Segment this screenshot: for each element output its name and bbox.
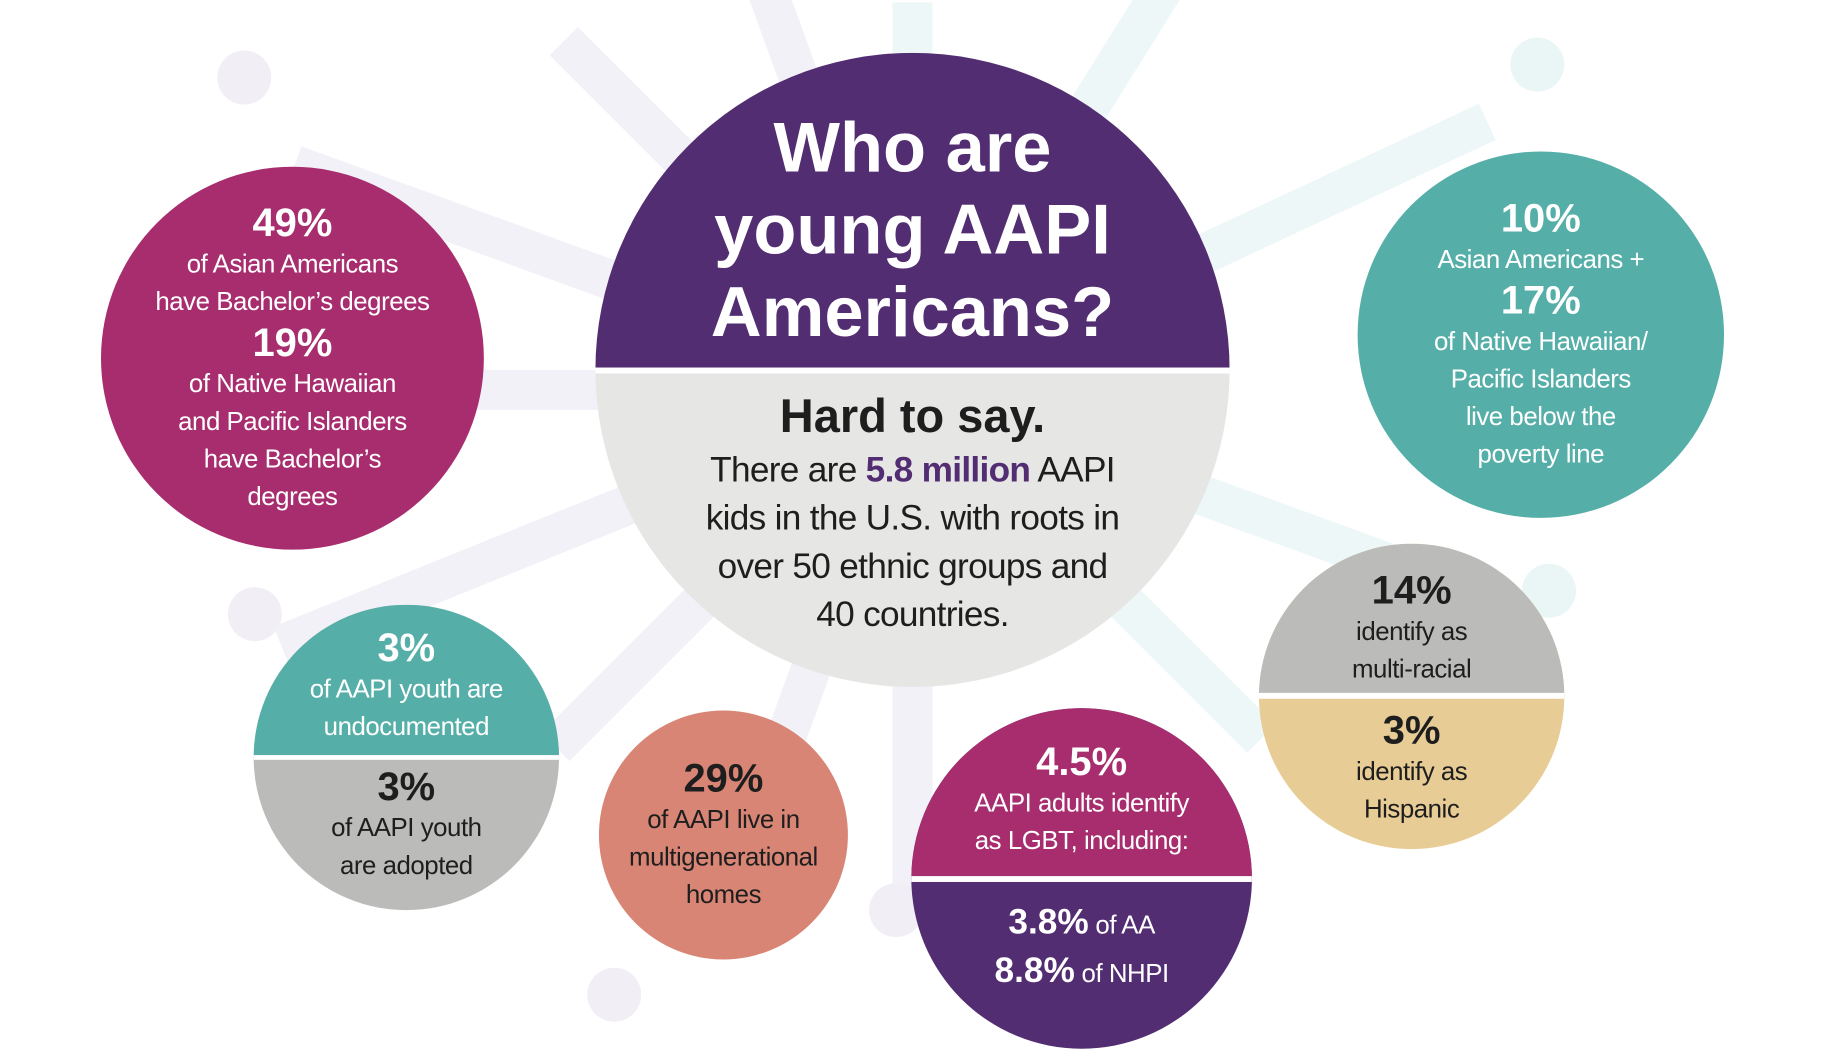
youth-circle: 3% of AAPI youth are undocumented 3% of … <box>253 604 560 911</box>
stat-text: of AAPI youth <box>331 812 482 843</box>
stat-text: identify as <box>1356 756 1468 786</box>
lgbt-circle: 4.5% AAPI adults identify as LGBT, inclu… <box>911 708 1252 1049</box>
page-title-line: Who are <box>773 108 1052 187</box>
stat-text: of AAPI youth are <box>309 674 504 704</box>
stat-value: 3.8% <box>1008 903 1089 942</box>
page-title-line: young AAPI <box>714 190 1111 269</box>
background-dot <box>1510 37 1565 92</box>
stat-text: of AAPI live in <box>647 804 800 834</box>
stat-text: of NHPI <box>1074 958 1170 988</box>
stat-text: multigenerational <box>629 842 818 872</box>
kids-count: 5.8 million <box>865 450 1031 490</box>
stat-text: homes <box>685 879 762 909</box>
divider <box>595 367 1230 374</box>
stat-text: poverty line <box>1477 439 1605 469</box>
lgbt-breakdown-section: 3.8% of AA 8.8% of NHPI <box>911 902 1252 998</box>
adopted-section: 3% of AAPI youth are adopted <box>254 765 559 885</box>
stat-text: and Pacific Islanders <box>178 406 407 436</box>
undocumented-section: 3% of AAPI youth are undocumented <box>253 604 560 756</box>
subtitle: Hard to say. <box>779 391 1046 443</box>
stat-text: have Bachelor’s <box>203 443 382 474</box>
stat-value: 19% <box>252 320 333 366</box>
divider <box>911 876 1252 882</box>
background-dot <box>217 50 272 105</box>
stat-value: 49% <box>252 200 333 246</box>
stat-value: 4.5% <box>1036 739 1128 785</box>
background-dot <box>587 967 642 1022</box>
stat-text: of Native Hawaiian/ <box>1433 326 1648 356</box>
stat-text: Asian Americans + <box>1437 244 1645 274</box>
description: There are 5.8 million AAPI kids in the U… <box>706 446 1120 639</box>
center-circle: Who are young AAPI Americans? Hard to sa… <box>595 52 1230 688</box>
stat-text: identify as <box>1356 616 1468 646</box>
stat-value: 29% <box>683 756 764 801</box>
stat-text: AAPI adults identify <box>974 788 1189 818</box>
multigenerational-circle: 29% of AAPI live in multigenerational ho… <box>598 710 848 960</box>
stat-value: 17% <box>1500 278 1581 323</box>
stat-text: of Asian Americans <box>186 248 399 279</box>
stat-text: degrees <box>247 481 338 511</box>
description-line: kids in the U.S. with roots in <box>705 499 1120 538</box>
page-title-line: Americans? <box>710 272 1115 352</box>
description-line: 40 countries. <box>816 595 1009 635</box>
stat-value: 3% <box>1382 708 1441 753</box>
stat-text: live below the <box>1465 401 1616 432</box>
description-text: There are <box>710 450 866 490</box>
description-text: AAPI <box>1030 450 1115 490</box>
subtitle-section: Hard to say. There are 5.8 million AAPI … <box>595 388 1229 639</box>
stat-value: 3% <box>377 625 436 671</box>
multiracial-section: 14% identify as multi-racial <box>1258 543 1565 693</box>
stat-value: 8.8% <box>994 951 1075 991</box>
stat-text: undocumented <box>323 711 490 742</box>
divider <box>253 755 560 760</box>
title-section: Who are young AAPI Americans? <box>595 52 1230 368</box>
divider <box>1258 692 1565 699</box>
stat-text: have Bachelor’s degrees <box>155 286 430 316</box>
hispanic-section: 3% identify as Hispanic <box>1259 708 1564 828</box>
stat-value: 10% <box>1500 196 1581 241</box>
stat-text: are adopted <box>339 850 473 880</box>
stat-text: Pacific Islanders <box>1450 364 1632 394</box>
education-circle: 49% of Asian Americans have Bachelor’s d… <box>100 166 484 550</box>
poverty-circle: 10% Asian Americans + 17% of Native Hawa… <box>1357 151 1725 518</box>
stat-text: multi-racial <box>1351 654 1472 684</box>
description-line: over 50 ethnic groups and <box>717 547 1108 587</box>
lgbt-adults-section: 4.5% AAPI adults identify as LGBT, inclu… <box>911 708 1252 877</box>
stat-text: as LGBT, including: <box>974 825 1189 855</box>
stat-text: of AA <box>1088 910 1155 940</box>
stat-text: of Native Hawaiian <box>188 368 396 399</box>
stat-text: Hispanic <box>1363 793 1460 824</box>
stat-value: 3% <box>377 764 436 810</box>
identity-circle: 14% identify as multi-racial 3% identify… <box>1258 543 1565 850</box>
stat-value: 14% <box>1371 568 1452 614</box>
